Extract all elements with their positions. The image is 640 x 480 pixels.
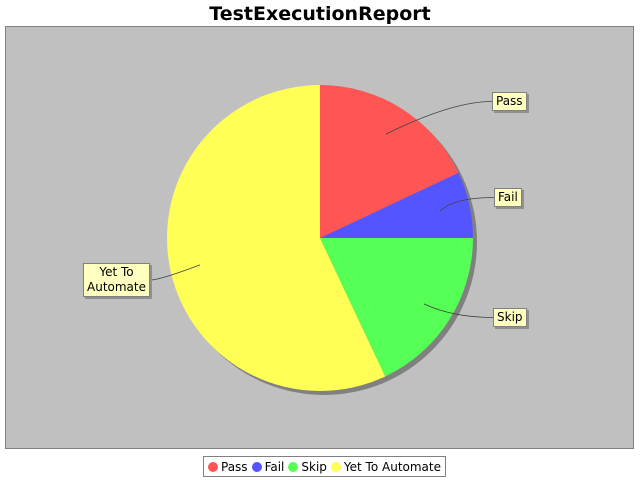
slice-label-yet-to-automate: Yet To Automate xyxy=(83,263,150,297)
legend-label: Pass xyxy=(221,459,248,474)
pie-slice-yet-to-automate xyxy=(166,85,386,392)
legend-label: Skip xyxy=(301,459,327,474)
legend-label: Yet To Automate xyxy=(343,459,441,474)
legend-item-yet-to-automate: Yet To Automate xyxy=(330,459,441,474)
leader-line-skip xyxy=(423,303,494,318)
slice-label-pass: Pass xyxy=(492,92,527,111)
legend-item-skip: Skip xyxy=(288,460,327,474)
legend-label: Fail xyxy=(264,459,285,474)
legend-item-pass: Pass xyxy=(208,460,248,474)
legend-swatch-icon xyxy=(208,461,218,472)
leader-line-fail xyxy=(439,197,495,212)
leader-line-yet-to-automate xyxy=(149,264,201,281)
legend: Pass Fail Skip Yet To Automate xyxy=(203,456,446,477)
pie-slice-skip xyxy=(320,238,473,377)
legend-swatch-icon xyxy=(288,461,299,472)
leader-line-pass xyxy=(385,101,493,135)
slice-label-skip: Skip xyxy=(493,308,527,327)
pie-slice-fail xyxy=(320,172,473,238)
chart-title: TestExecutionReport xyxy=(209,3,431,25)
legend-swatch-icon xyxy=(251,461,262,472)
pie-slice-pass xyxy=(320,85,459,238)
slice-label-fail: Fail xyxy=(494,188,522,207)
legend-swatch-icon xyxy=(330,461,341,472)
legend-item-fail: Fail xyxy=(251,459,285,474)
